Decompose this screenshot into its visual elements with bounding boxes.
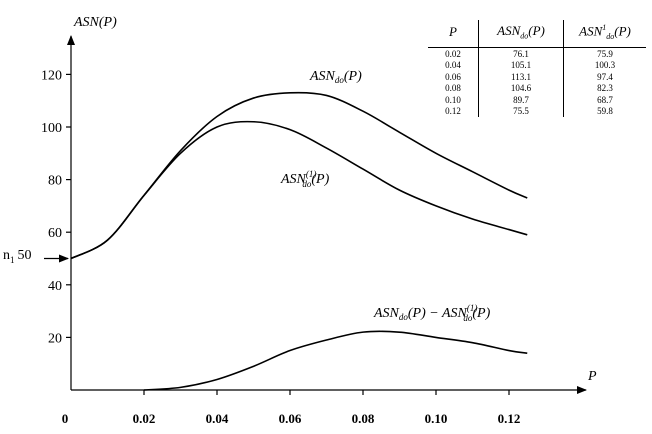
table-cell: 89.7 <box>478 93 564 106</box>
table-cell: 75.5 <box>478 105 564 117</box>
table-header-row: P ASNdo(P) ASN1do(P) <box>428 20 646 48</box>
x-tick-label: 0 <box>62 411 69 426</box>
table-cell: 113.1 <box>478 70 564 83</box>
x-tick-group: 0 0.02 0.04 0.06 0.08 0.10 0.12 <box>62 390 521 426</box>
x-tick-label: 0.08 <box>352 411 375 426</box>
y-tick-group: 20 40 60 80 100 120 <box>41 68 71 346</box>
table-header-asn-do-1: ASN1do(P) <box>563 20 646 48</box>
table-row: 0.08 104.6 82.3 <box>428 82 646 94</box>
y-tick-label: 100 <box>41 121 62 136</box>
table-cell: 82.3 <box>563 82 646 94</box>
table-cell: 75.9 <box>563 47 646 60</box>
series-line-difference <box>143 330 528 391</box>
table-row: 0.06 113.1 97.4 <box>428 70 646 83</box>
table-cell: 0.06 <box>445 71 461 82</box>
table-cell: 68.7 <box>563 93 646 106</box>
table-row: 0.02 76.1 75.9 <box>428 47 646 60</box>
series-group <box>70 91 528 391</box>
x-tick-label: 0.12 <box>498 411 521 426</box>
x-tick-label: 0.02 <box>133 411 156 426</box>
y-axis-title: ASN(P) <box>73 15 117 30</box>
n1-marker: n1 50 <box>3 248 69 265</box>
series-label-difference: ASNdo(P) − ASN(1) do(P) <box>373 303 491 323</box>
series-label-asn-do: ASNdo(P) <box>309 69 362 85</box>
x-axis-title: P <box>587 369 597 384</box>
y-tick-label: 80 <box>48 174 62 189</box>
table-row: 0.12 75.5 59.8 <box>428 105 646 117</box>
table-cell: 0.12 <box>445 106 461 117</box>
y-tick-label: 120 <box>41 68 62 83</box>
y-tick-label: 20 <box>48 331 62 346</box>
table-header-asn-do: ASNdo(P) <box>478 20 564 48</box>
table-cell: 59.8 <box>563 105 646 117</box>
table-cell: 105.1 <box>478 59 564 71</box>
table-cell: 0.04 <box>445 60 461 71</box>
table-row: 0.10 89.7 68.7 <box>428 93 646 106</box>
table-cell: 0.02 <box>445 48 461 59</box>
table-cell: 0.10 <box>445 94 461 105</box>
table-cell: 76.1 <box>478 47 564 60</box>
x-tick-label: 0.10 <box>425 411 448 426</box>
n1-label: n1 50 <box>3 248 32 265</box>
table-cell: 100.3 <box>563 59 646 71</box>
x-tick-label: 0.04 <box>206 411 229 426</box>
y-tick-label: 40 <box>48 279 62 294</box>
table-cell: 97.4 <box>563 70 646 83</box>
y-tick-label: 60 <box>48 226 62 241</box>
table-body: 0.02 76.1 75.9 0.04 105.1 100.3 0.06 113.1 97.… <box>428 47 646 117</box>
table-row: 0.04 105.1 100.3 <box>428 59 646 71</box>
series-label-asn-do-1: ASN(1) do(P) <box>280 169 330 189</box>
x-tick-label: 0.06 <box>279 411 302 426</box>
table-cell: 0.08 <box>445 83 461 94</box>
values-table: P ASNdo(P) ASN1do(P) 0.02 76.1 75.9 0.04 10… <box>428 20 646 117</box>
table-header-p: P <box>428 20 479 48</box>
table-cell: 104.6 <box>478 82 564 94</box>
series-line-asn-do-1 <box>70 120 528 260</box>
